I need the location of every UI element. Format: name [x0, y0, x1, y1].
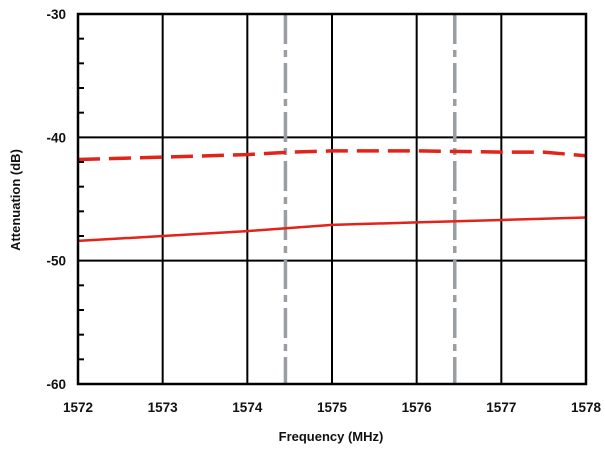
plot-border	[76, 12, 588, 386]
x-axis-title: Frequency (MHz)	[279, 429, 384, 444]
x-tick-labels: 1572 1573 1574 1575 1576 1577 1578	[63, 400, 602, 415]
y-tick-labels: -30 -40 -50 -60	[46, 7, 66, 392]
x-tick-label-1576: 1576	[402, 400, 433, 415]
y-axis-title: Attenuation (dB)	[8, 149, 23, 251]
marker-lines	[283, 14, 457, 384]
x-tick-label-1573: 1573	[148, 400, 179, 415]
chart-grid	[77, 13, 587, 385]
x-tick-label-1575: 1575	[317, 400, 348, 415]
plot-frame	[76, 12, 588, 386]
y-tick-label--50: -50	[46, 254, 66, 269]
y-tick-label--30: -30	[46, 7, 66, 22]
series-line-solid	[77, 216, 587, 243]
series-line-dashed	[77, 149, 587, 162]
x-tick-label-1577: 1577	[486, 400, 516, 415]
y-tick-label--40: -40	[46, 130, 66, 145]
x-tick-label-1574: 1574	[232, 400, 263, 415]
data-series	[77, 149, 587, 243]
y-minor-ticks	[78, 37, 84, 361]
x-tick-label-1572: 1572	[63, 400, 93, 415]
x-tick-label-1578: 1578	[571, 400, 602, 415]
y-tick-label--60: -60	[46, 377, 66, 392]
